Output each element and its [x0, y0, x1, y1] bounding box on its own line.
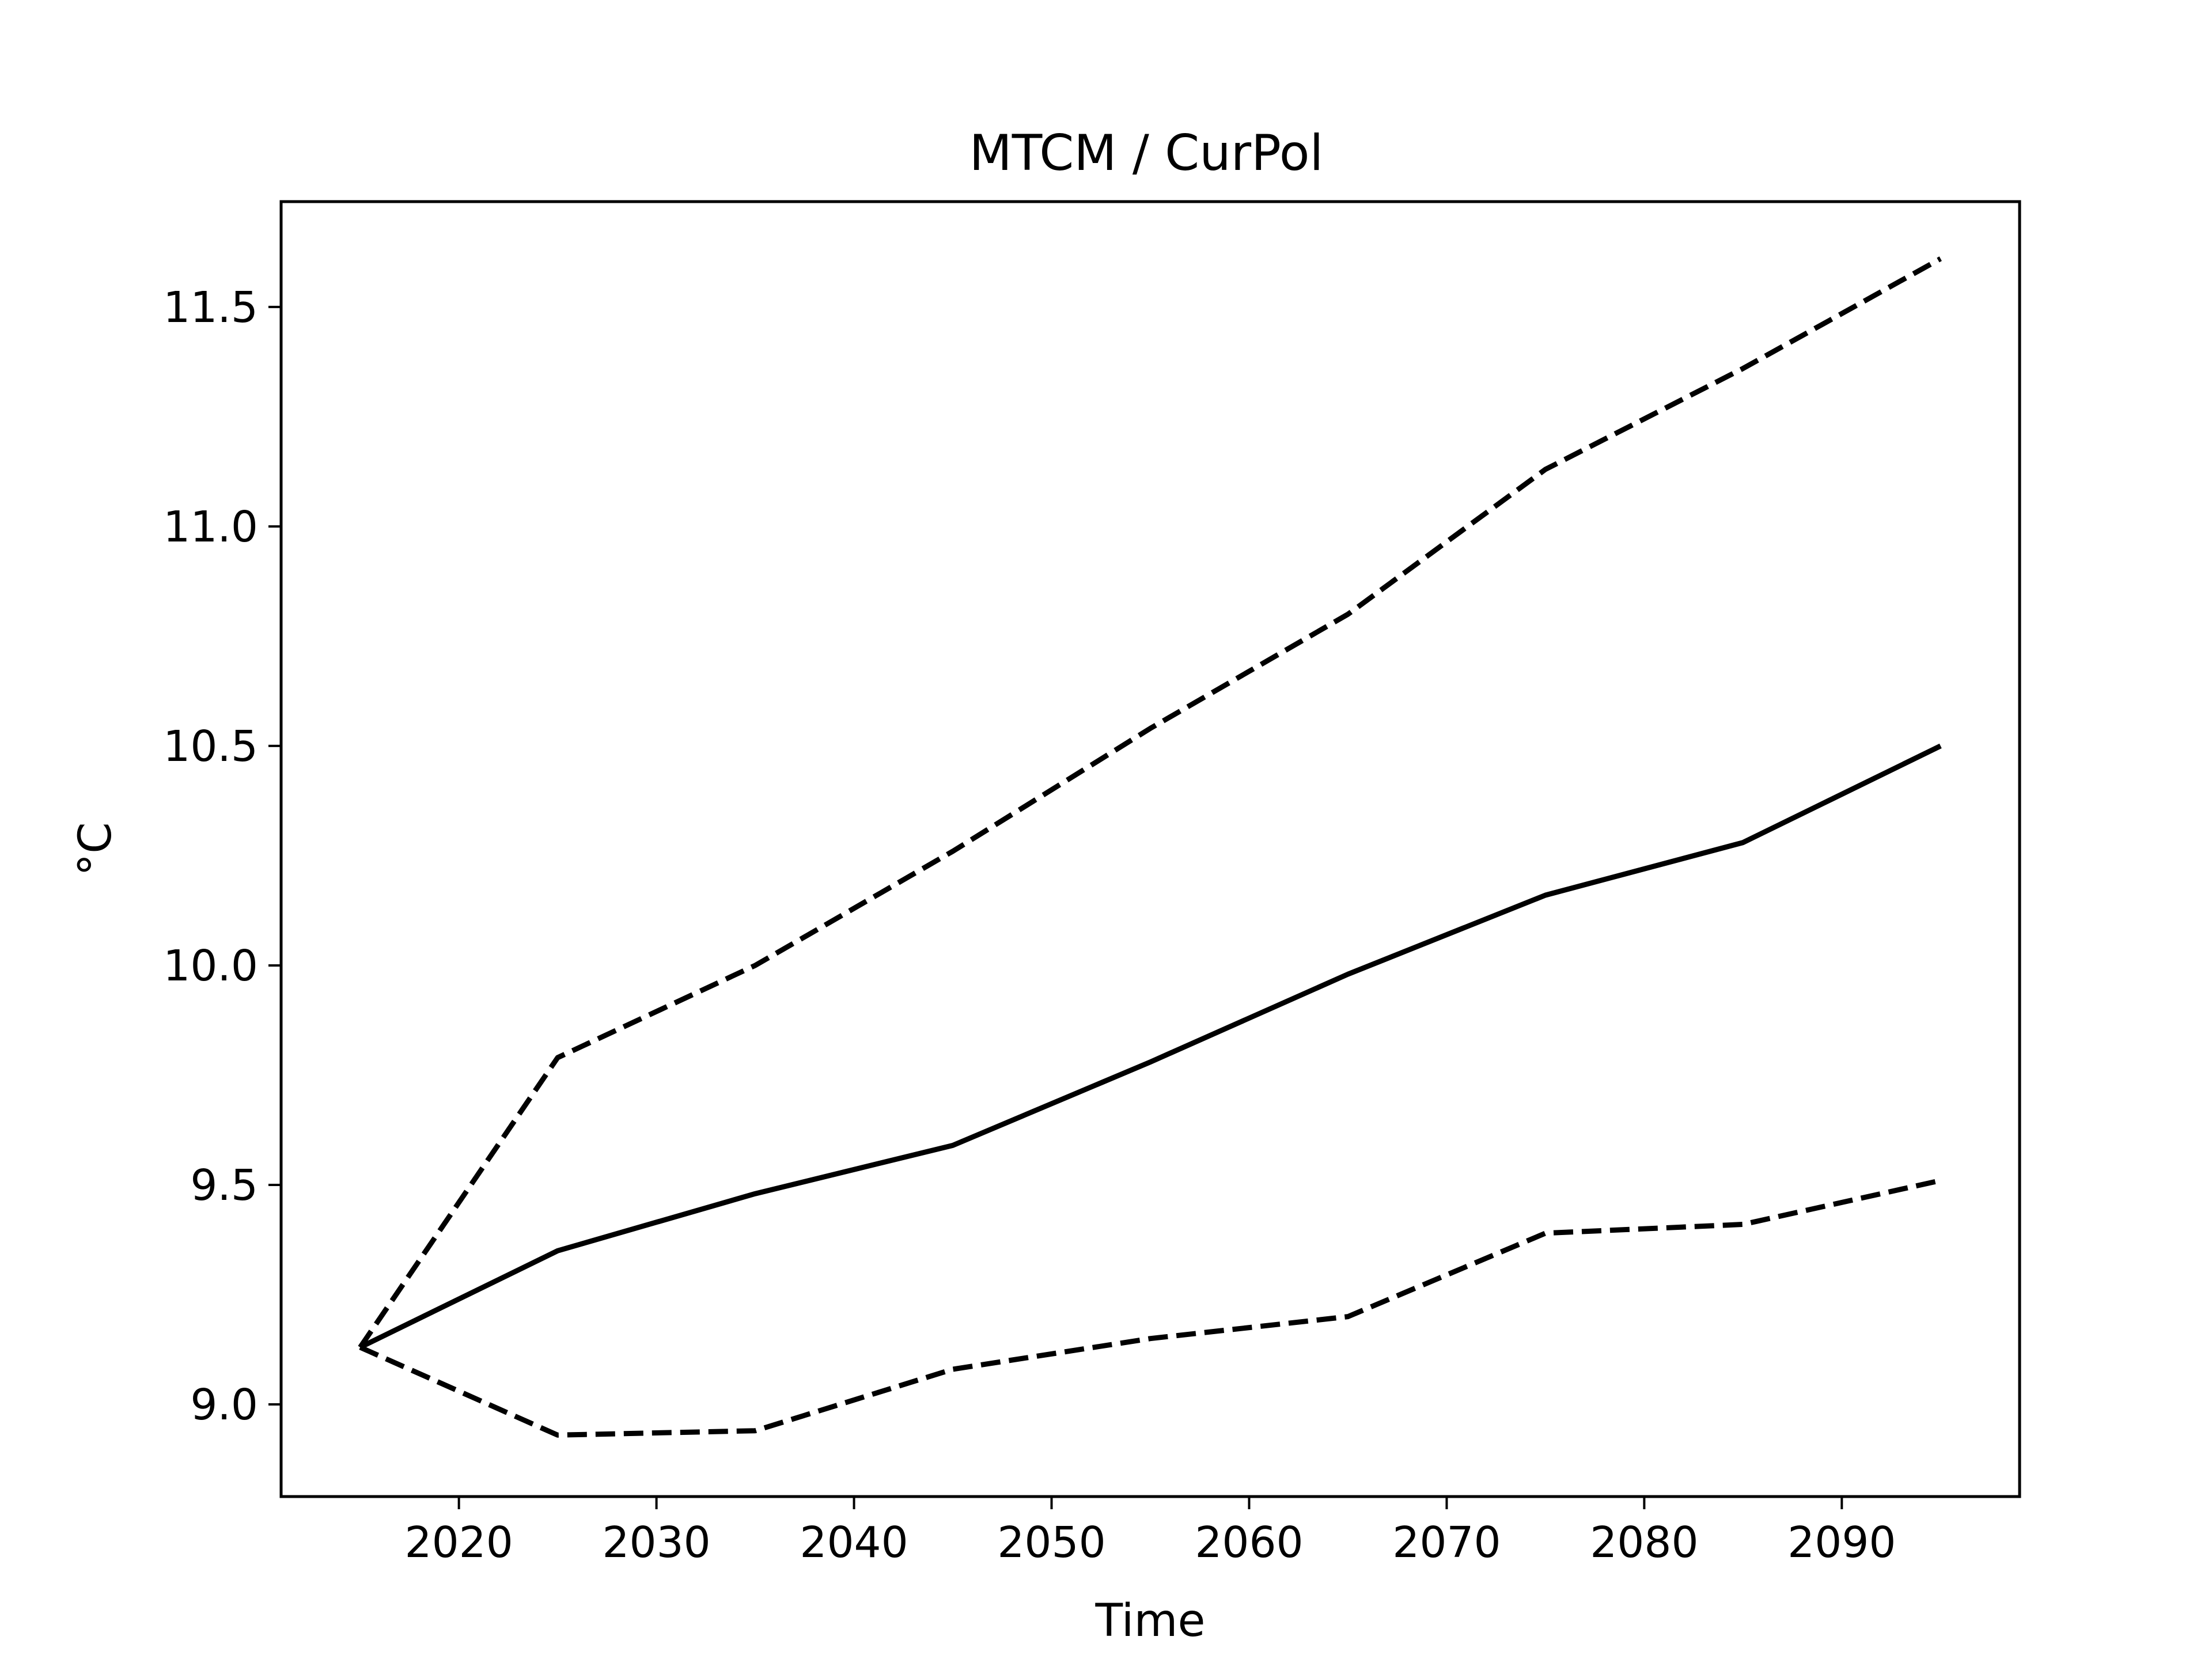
dashed-series-line-1	[358, 256, 1942, 1349]
y-tick-label: 10.0	[163, 941, 258, 991]
y-tick-label: 11.5	[163, 283, 258, 332]
chart-title: MTCM / CurPol	[969, 124, 1324, 182]
x-tick-label: 2050	[997, 1518, 1105, 1567]
dashed-series-line-2	[359, 1177, 1941, 1438]
y-tick-label: 9.0	[190, 1380, 258, 1430]
y-tick-label: 9.5	[190, 1161, 258, 1210]
series-layer	[358, 256, 1942, 1438]
x-axis: 2020 2030 2040 2050 2060 2070 2080 2090	[404, 1497, 1896, 1567]
y-tick-label: 11.0	[163, 502, 258, 552]
x-tick-label: 2080	[1590, 1518, 1698, 1567]
y-axis-label: °C	[70, 822, 122, 876]
y-tick-label: 10.5	[163, 722, 258, 771]
x-tick-label: 2090	[1787, 1518, 1896, 1567]
plot-frame	[279, 200, 2021, 1498]
x-tick-label: 2030	[602, 1518, 710, 1567]
solid-series-line-0	[359, 743, 1942, 1350]
x-axis-label: Time	[1095, 1595, 1206, 1647]
x-tick-label: 2060	[1195, 1518, 1303, 1567]
x-tick-label: 2040	[800, 1518, 908, 1567]
x-tick-label: 2020	[404, 1518, 513, 1567]
y-axis: 9.0 9.5 10.0 10.5 11.0 11.5	[163, 283, 281, 1430]
x-tick-label: 2070	[1392, 1518, 1501, 1567]
